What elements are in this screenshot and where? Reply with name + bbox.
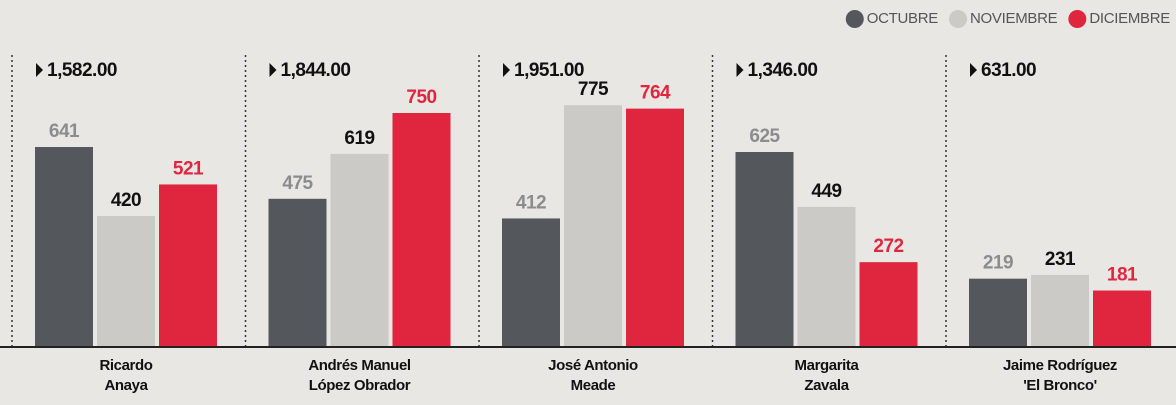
bar (35, 147, 93, 347)
total-arrow (36, 63, 43, 77)
legend-swatch (949, 10, 968, 28)
data-label: 181 (1107, 265, 1138, 286)
category-label: López Obrador (309, 377, 411, 394)
legend-label: NOVIEMBRE (970, 10, 1058, 27)
bar (97, 215, 155, 347)
bar (268, 198, 327, 347)
bar (1093, 290, 1151, 347)
data-label: 475 (282, 173, 313, 194)
bar (392, 113, 451, 347)
total-arrow (503, 63, 510, 77)
bar (969, 278, 1027, 347)
data-label: 231 (1045, 249, 1076, 270)
data-label: 449 (811, 181, 841, 202)
data-label: 764 (640, 83, 671, 104)
group-total: 1,582.00 (47, 60, 117, 81)
bar (502, 218, 560, 347)
data-label: 619 (344, 128, 374, 149)
group-total: 1,844.00 (281, 60, 351, 81)
bar (859, 262, 918, 347)
category-label: Anaya (104, 377, 148, 394)
total-arrow (736, 63, 744, 77)
data-label: 412 (516, 192, 546, 213)
data-label: 750 (406, 87, 436, 108)
bar (626, 108, 684, 347)
total-arrow (970, 63, 977, 77)
bar (735, 152, 794, 347)
category-label: Zavala (804, 377, 849, 394)
category-label: 'El Bronco' (1023, 377, 1097, 394)
bar (330, 153, 389, 347)
data-label: 521 (173, 158, 204, 179)
data-label: 625 (749, 126, 780, 147)
bar (1031, 274, 1089, 347)
bar (797, 206, 856, 347)
legend-swatch (1068, 10, 1087, 28)
category-label: Margarita (795, 357, 860, 374)
category-label: Jaime Rodríguez (1003, 357, 1117, 374)
total-arrow (269, 63, 277, 77)
data-label: 641 (49, 121, 80, 142)
category-label: Ricardo (99, 357, 152, 374)
legend-swatch (845, 10, 864, 28)
category-label: Meade (571, 377, 616, 394)
category-label: José Antonio (548, 357, 638, 374)
group-total: 1,951.00 (514, 60, 584, 81)
group-total: 1,346.00 (748, 60, 818, 81)
bar (564, 105, 622, 347)
category-label: Andrés Manuel (308, 357, 411, 374)
data-label: 219 (983, 253, 1013, 274)
bar (159, 184, 217, 347)
data-label: 775 (578, 79, 609, 100)
data-label: 272 (873, 236, 903, 257)
data-label: 420 (111, 190, 141, 211)
legend-label: OCTUBRE (867, 10, 939, 27)
legend-label: DICIEMBRE (1089, 10, 1170, 27)
group-total: 631.00 (981, 60, 1036, 81)
